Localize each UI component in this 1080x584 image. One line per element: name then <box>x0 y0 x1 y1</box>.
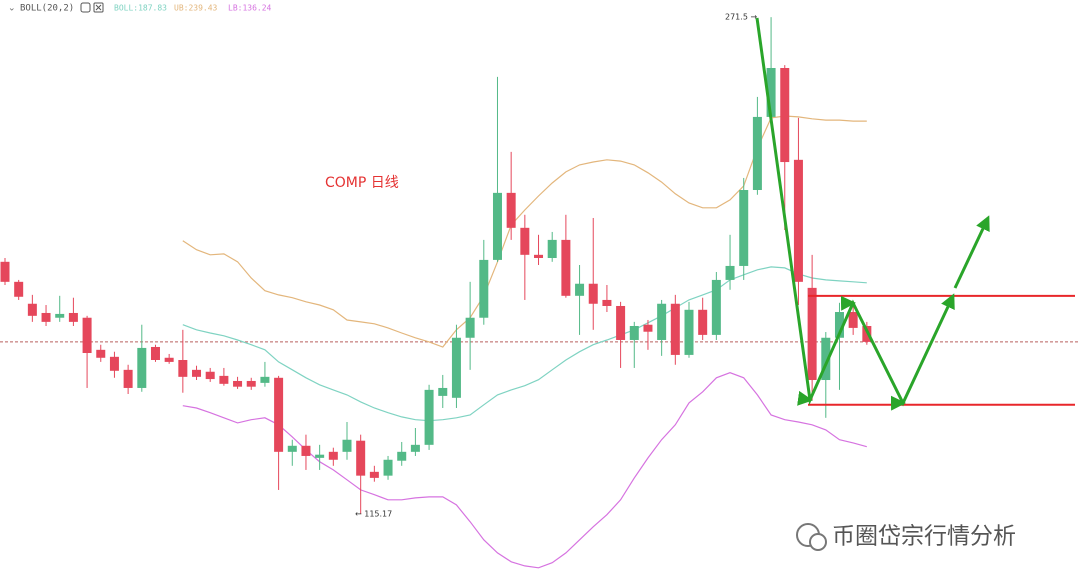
candle-body <box>616 305 626 340</box>
candle-body <box>301 445 311 456</box>
band-line <box>182 115 867 348</box>
close-cross <box>95 4 102 11</box>
candle-body <box>260 376 270 383</box>
candle-body <box>137 347 147 388</box>
watermark: 币圈岱宗行情分析 <box>796 523 1016 551</box>
candle-body <box>807 287 817 381</box>
candle-body <box>657 303 667 340</box>
candle-body <box>233 380 243 387</box>
candle-body <box>82 317 92 354</box>
candle-body <box>328 451 338 460</box>
candle-body <box>410 444 420 452</box>
candle-body <box>534 254 544 259</box>
band-line <box>182 372 867 569</box>
candle-body <box>109 356 119 371</box>
watermark-text: 币圈岱宗行情分析 <box>832 524 1016 550</box>
candle-body <box>670 303 680 355</box>
candle-body <box>274 377 284 452</box>
candle-body <box>739 190 749 266</box>
candle-body <box>287 445 297 452</box>
candle-body <box>479 259 489 318</box>
candle-body <box>711 279 721 335</box>
candle-body <box>465 317 475 338</box>
trend-path <box>755 17 955 411</box>
close-icon[interactable] <box>93 2 104 13</box>
candle-body <box>205 371 215 380</box>
candle-body <box>150 346 160 360</box>
candle-body <box>643 324 653 332</box>
candle-body <box>698 309 708 335</box>
indicator-name: BOLL(20,2) <box>20 4 74 14</box>
candle-body <box>68 312 78 322</box>
candle-body <box>342 439 352 452</box>
candle-body <box>766 67 776 117</box>
indicator-header: ⌄ BOLL(20,2) <box>8 2 104 14</box>
high-annotation: 271.5 → <box>725 13 757 22</box>
indicator-readout: BOLL:187.83 <box>114 4 167 13</box>
candle-body <box>629 325 639 340</box>
candle-body <box>780 67 790 163</box>
indicator-readout: LB:136.24 <box>228 4 272 13</box>
settings-icon[interactable] <box>80 2 91 13</box>
candle-body <box>356 440 366 476</box>
candle-body <box>424 389 434 445</box>
candle-body <box>164 357 174 362</box>
indicator-readout: UB:239.43 <box>174 4 218 13</box>
candle-body <box>438 387 448 396</box>
candle-body <box>14 281 24 297</box>
candle-body <box>96 349 106 358</box>
candle-body <box>492 192 502 260</box>
candle-body <box>41 312 51 322</box>
candle-body <box>752 116 762 191</box>
candle-body <box>55 313 65 318</box>
candle-body <box>219 375 229 384</box>
analysis-arrows <box>755 17 990 411</box>
candle-body <box>315 454 325 458</box>
candle-body <box>178 359 188 377</box>
candle-body <box>793 159 803 282</box>
candle-body <box>383 459 393 476</box>
candle-body <box>451 337 461 398</box>
candle-body <box>588 283 598 304</box>
wechat-icon <box>809 533 827 551</box>
candle-body <box>506 192 516 228</box>
candle-body <box>0 261 10 282</box>
candle-body <box>192 369 202 377</box>
candle-body <box>369 471 379 478</box>
candle-body <box>27 303 37 316</box>
candle-body <box>684 309 694 355</box>
candle-body <box>123 369 133 388</box>
candle-body <box>397 451 407 461</box>
collapse-icon[interactable]: ⌄ <box>8 4 16 14</box>
candle-body <box>520 227 530 255</box>
candle-body <box>246 380 256 387</box>
candle-body <box>547 239 557 259</box>
candle-body <box>575 283 585 296</box>
candle-body <box>725 265 735 280</box>
chart-title: COMP 日线 <box>325 175 399 191</box>
band-line <box>182 266 867 422</box>
low-annotation: ← 115.17 <box>355 510 392 519</box>
candle-body <box>602 299 612 306</box>
candle-body <box>848 312 858 328</box>
candle-body <box>561 239 571 296</box>
trend-arrow <box>953 215 990 289</box>
